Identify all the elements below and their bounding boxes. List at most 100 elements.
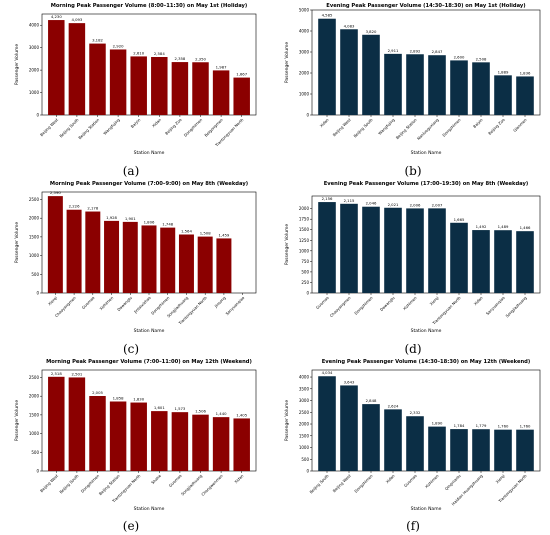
y-tick-label: 0	[306, 469, 309, 474]
bar-value-label: 2,226	[69, 204, 80, 209]
y-tick-label: 0	[306, 291, 309, 296]
bar-7	[171, 412, 189, 471]
bar-value-label: 1,466	[520, 225, 531, 230]
x-tick-label: Beijing West	[332, 117, 352, 137]
y-tick-label: 500	[301, 457, 309, 462]
panel-label-b: (b)	[404, 164, 422, 178]
bar-8	[472, 429, 490, 471]
chart-4: Morning Peak Passenger Volume (7:00–11:0…	[14, 359, 257, 512]
x-tick-label: Beijing West	[332, 473, 352, 493]
bar-value-label: 4,230	[51, 14, 62, 19]
y-tick-label: 1000	[29, 90, 40, 95]
chart-title: Evening Peak Passenger Volume (14:30–18:…	[322, 359, 531, 365]
x-tick-label: Xizhimen	[402, 295, 418, 311]
bar-8	[192, 62, 209, 115]
x-tick-label: Sanyuanqiao	[485, 295, 506, 316]
bar-value-label: 2,046	[366, 201, 377, 206]
bar-value-label: 3,643	[344, 379, 355, 384]
bar-9	[494, 230, 512, 293]
y-tick-label: 500	[31, 272, 39, 277]
x-tick-label: Xierqi	[428, 295, 439, 306]
x-tick-label: Beijing Station	[395, 117, 418, 140]
bar-1	[318, 202, 336, 293]
bar-6	[151, 57, 168, 115]
bar-value-label: 2,006	[410, 202, 421, 207]
bar-value-label: 2,115	[344, 198, 355, 203]
y-tick-label: 3000	[299, 398, 310, 403]
y-axis-label: Passenger Volume	[14, 44, 20, 85]
x-tick-label: Dongzhimen	[80, 473, 101, 494]
bar-10	[233, 77, 250, 115]
bar-4	[384, 207, 402, 293]
bar-value-label: 1,987	[216, 64, 227, 69]
panel-label-e: (e)	[122, 519, 140, 533]
bar-value-label: 2,847	[432, 49, 443, 54]
x-tick-label: Baiyin	[472, 117, 484, 129]
bar-3	[362, 34, 380, 115]
y-tick-label: 3000	[299, 50, 310, 55]
bar-5	[406, 208, 424, 293]
bar-5	[122, 221, 138, 293]
x-tick-label: Songjiazhuang	[504, 295, 528, 319]
bar-2	[340, 385, 358, 471]
bar-value-label: 3,820	[366, 29, 377, 34]
bar-value-label: 2,848	[366, 398, 377, 403]
x-axis-label: Station Name	[411, 506, 442, 512]
y-tick-label: 250	[301, 280, 309, 285]
bar-2	[68, 23, 86, 116]
plot-frame	[41, 369, 257, 472]
bar-5	[130, 402, 147, 471]
bar-2	[66, 209, 82, 293]
chart-title: Evening Peak Passenger Volume (14:30–18:…	[326, 3, 525, 9]
bar-value-label: 1,779	[476, 423, 487, 428]
bar-value-label: 1,901	[125, 216, 136, 221]
x-tick-label: Xidan	[473, 295, 485, 307]
bar-value-label: 2,911	[388, 48, 399, 53]
bar-value-label: 1,492	[476, 224, 487, 229]
bar-value-label: 2,156	[322, 196, 333, 201]
bar-value-label: 1,784	[454, 423, 465, 428]
bar-4	[109, 49, 127, 116]
x-tick-label: Beijing South	[58, 473, 80, 495]
x-tick-label: Xidan	[233, 473, 245, 485]
bar-6	[428, 208, 446, 293]
y-tick-label: 1500	[299, 227, 310, 232]
x-tick-label: Beijing Station	[77, 117, 100, 140]
bar-3	[362, 404, 380, 471]
x-tick-label: Xierqi	[494, 473, 505, 484]
bar-8	[472, 230, 490, 293]
chart-2: Morning Peak Passenger Volume (7:00–9:00…	[14, 181, 257, 334]
y-tick-label: 2000	[299, 206, 310, 211]
bar-value-label: 1,601	[154, 405, 165, 410]
bar-value-label: 4,034	[322, 370, 333, 375]
chart-title: Evening Peak Passenger Volume (17:00–19:…	[324, 181, 529, 187]
bar-value-label: 4,585	[322, 13, 333, 18]
chart-title: Morning Peak Passenger Volume (7:00–9:00…	[50, 181, 248, 187]
bar-value-label: 1,890	[432, 421, 443, 426]
bar-value-label: 1,748	[162, 222, 173, 227]
bar-value-label: 1,459	[218, 232, 229, 237]
bar-value-label: 1,760	[498, 424, 509, 429]
bar-9	[494, 75, 512, 115]
bar-value-label: 2,624	[388, 403, 399, 408]
chart-title: Morning Peak Passenger Volume (8:00–11:3…	[51, 3, 248, 9]
x-tick-label: Guomao	[81, 295, 96, 310]
bar-7	[450, 429, 468, 471]
x-tick-label: Dawanglu	[379, 295, 396, 312]
bar-6	[428, 55, 446, 115]
panel-label-a: (a)	[122, 164, 140, 178]
y-tick-label: 5000	[299, 8, 310, 13]
x-axis-label: Station Name	[134, 506, 165, 512]
bar-value-label: 2,501	[71, 371, 82, 376]
chart-1: Evening Peak Passenger Volume (14:30–18:…	[284, 3, 541, 156]
bar-10	[216, 238, 232, 293]
x-tick-label: Chongwenmen	[200, 473, 224, 497]
x-tick-label: Qianmen	[512, 117, 528, 133]
bar-value-label: 2,892	[410, 48, 421, 53]
panel-label-c: (c)	[122, 342, 140, 356]
bar-value-label: 1,440	[216, 411, 227, 416]
bar-value-label: 1,858	[113, 395, 124, 400]
x-tick-label: Xidan	[385, 473, 397, 485]
bar-5	[406, 54, 424, 115]
x-tick-label: Guomao	[315, 295, 330, 310]
